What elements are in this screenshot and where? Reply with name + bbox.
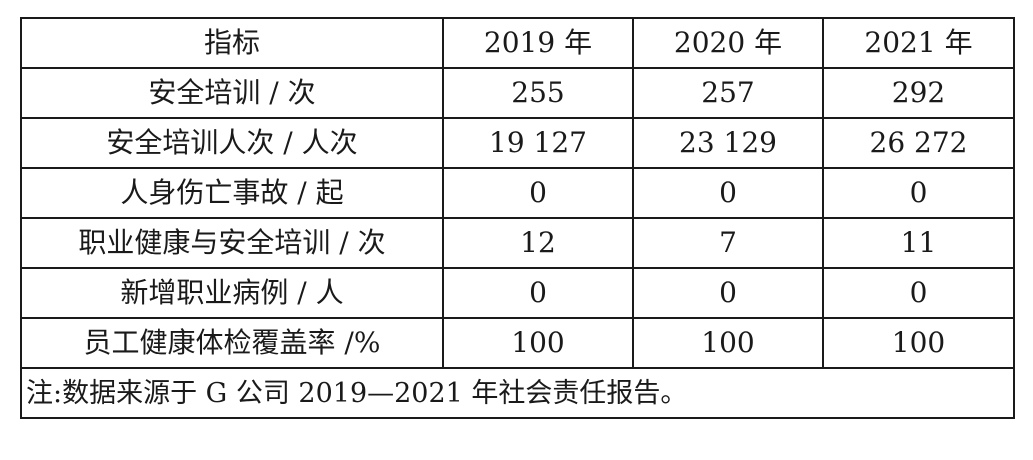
cell-2021: 292 [822, 67, 1015, 119]
column-header-2019: 2019 年 [442, 17, 634, 69]
cell-2021: 100 [822, 317, 1015, 369]
row-label: 新增职业病例 / 人 [20, 267, 444, 319]
data-table-container: 指标 2019 年 2020 年 2021 年 安全培训 / 次 255 257… [20, 17, 1015, 419]
row-label: 安全培训 / 次 [20, 67, 444, 119]
cell-2021: 0 [822, 267, 1015, 319]
row-label: 员工健康体检覆盖率 /% [20, 317, 444, 369]
cell-2020: 0 [632, 167, 824, 219]
table-row: 安全培训人次 / 人次 19 127 23 129 26 272 [20, 117, 1015, 169]
table-row: 人身伤亡事故 / 起 0 0 0 [20, 167, 1015, 219]
cell-2019: 100 [442, 317, 634, 369]
table-row: 员工健康体检覆盖率 /% 100 100 100 [20, 317, 1015, 369]
cell-2020: 7 [632, 217, 824, 269]
column-header-2021: 2021 年 [822, 17, 1015, 69]
table-row: 安全培训 / 次 255 257 292 [20, 67, 1015, 119]
safety-health-table: 指标 2019 年 2020 年 2021 年 安全培训 / 次 255 257… [20, 17, 1015, 419]
cell-2020: 23 129 [632, 117, 824, 169]
row-label: 安全培训人次 / 人次 [20, 117, 444, 169]
cell-2019: 255 [442, 67, 634, 119]
table-header-row: 指标 2019 年 2020 年 2021 年 [20, 17, 1015, 69]
cell-2021: 26 272 [822, 117, 1015, 169]
column-header-indicator: 指标 [20, 17, 444, 69]
cell-2019: 19 127 [442, 117, 634, 169]
row-label: 职业健康与安全培训 / 次 [20, 217, 444, 269]
cell-2019: 0 [442, 267, 634, 319]
cell-2019: 0 [442, 167, 634, 219]
cell-2021: 11 [822, 217, 1015, 269]
source-note: 注:数据来源于 G 公司 2019—2021 年社会责任报告。 [20, 367, 1015, 419]
column-header-2020: 2020 年 [632, 17, 824, 69]
cell-2020: 257 [632, 67, 824, 119]
table-row: 职业健康与安全培训 / 次 12 7 11 [20, 217, 1015, 269]
cell-2020: 100 [632, 317, 824, 369]
table-row: 新增职业病例 / 人 0 0 0 [20, 267, 1015, 319]
table-note-row: 注:数据来源于 G 公司 2019—2021 年社会责任报告。 [20, 367, 1015, 419]
cell-2020: 0 [632, 267, 824, 319]
cell-2019: 12 [442, 217, 634, 269]
row-label: 人身伤亡事故 / 起 [20, 167, 444, 219]
cell-2021: 0 [822, 167, 1015, 219]
